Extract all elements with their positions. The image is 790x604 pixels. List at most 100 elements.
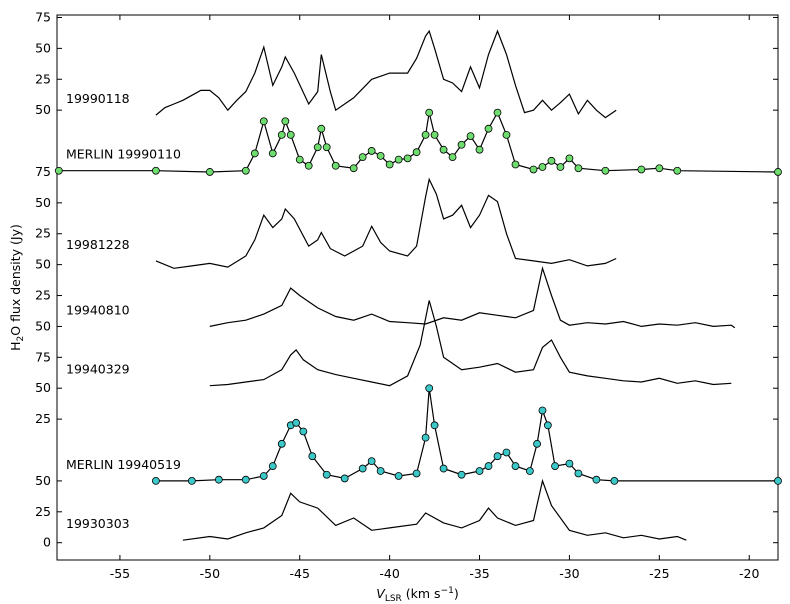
spectrum-marker xyxy=(475,467,484,475)
spectrum-marker xyxy=(592,475,601,484)
spectrum-marker xyxy=(54,166,63,175)
spectrum-marker xyxy=(533,439,541,448)
x-tick-label: -35 xyxy=(469,566,489,581)
spectrum-marker xyxy=(358,464,367,473)
spectrum-line xyxy=(155,177,617,269)
spectrum-marker xyxy=(367,147,376,155)
spectrum-marker xyxy=(205,168,214,176)
spectrum-marker xyxy=(565,154,574,163)
spectrum-marker xyxy=(376,467,385,475)
x-axis-label-part: ) xyxy=(454,586,459,601)
y-tick-label: 25 xyxy=(35,411,51,426)
spectrum-marker xyxy=(259,117,268,126)
spectrum-marker xyxy=(637,165,646,174)
spectrum-marker xyxy=(529,165,538,174)
spectrum-marker xyxy=(151,477,160,485)
y-axis-label: H2O flux density (Jy) xyxy=(8,224,26,351)
spectrum-marker xyxy=(340,474,349,483)
spectrum-marker xyxy=(277,439,286,448)
spectrum-marker xyxy=(673,166,682,175)
spectrum-marker xyxy=(322,143,331,152)
y-tick-label: 50 xyxy=(35,257,51,272)
plot-frame xyxy=(56,14,779,561)
spectrum-marker xyxy=(565,459,574,468)
x-axis-label-part: V xyxy=(376,586,386,601)
series-label: 19981228 xyxy=(66,237,130,252)
spectrum-marker xyxy=(574,164,583,173)
spectrum-line xyxy=(155,29,617,119)
spectrum-line xyxy=(58,111,779,173)
spectrum-marker xyxy=(317,124,326,133)
spectrum-marker xyxy=(466,132,475,141)
y-axis-label-part: O flux density (Jy) xyxy=(8,224,23,336)
spectrum-marker xyxy=(286,130,295,139)
series-label: 19990118 xyxy=(66,91,130,106)
spectrum-marker xyxy=(457,140,466,149)
spectrum-marker xyxy=(299,427,308,436)
spectrum-marker xyxy=(425,108,434,117)
spectrum-marker xyxy=(610,477,619,485)
spectrum-marker xyxy=(543,421,552,430)
spectrum-marker xyxy=(493,452,502,461)
spectrum-marker xyxy=(241,475,250,484)
x-axis-label-part: LSR xyxy=(385,594,402,604)
y-tick-label: 50 xyxy=(35,195,51,210)
spectrum-marker xyxy=(308,452,317,461)
y-tick-label: 50 xyxy=(35,473,51,488)
y-tick-label: 75 xyxy=(35,9,51,24)
spectrum-marker xyxy=(304,161,313,170)
x-axis-label-part: (km s xyxy=(402,586,441,601)
spectrum-marker xyxy=(502,448,511,457)
series-label: MERLIN 19940519 xyxy=(66,457,181,472)
spectrum-marker xyxy=(313,143,322,152)
spectrum-marker xyxy=(511,462,520,470)
spectrum-marker xyxy=(268,462,277,470)
spectrum-marker xyxy=(551,462,559,470)
spectrum-marker xyxy=(214,475,223,484)
y-tick-label: 50 xyxy=(35,40,51,55)
spectrum-marker xyxy=(394,472,403,480)
series-label: 19940810 xyxy=(66,302,130,317)
spectrum-marker xyxy=(556,163,565,171)
spectrum-marker xyxy=(385,160,394,169)
spectrum-marker xyxy=(151,166,160,175)
spectrum-marker xyxy=(376,151,385,160)
y-axis-label-part: H xyxy=(8,341,23,350)
spectrum-marker xyxy=(259,472,268,480)
y-tick-label: 50 xyxy=(35,102,51,117)
series-label: MERLIN 19990110 xyxy=(66,147,181,162)
x-tick-label: -45 xyxy=(290,566,310,581)
spectrum-marker xyxy=(430,130,439,139)
spectrum-marker xyxy=(601,166,610,175)
spectrum-marker xyxy=(187,477,196,485)
y-tick-label: 75 xyxy=(35,349,51,364)
spectrum-marker xyxy=(421,433,430,442)
y-tick-label: 0 xyxy=(43,535,51,550)
spectrum-line xyxy=(209,266,736,329)
spectrum-marker xyxy=(538,163,547,171)
spectrum-marker xyxy=(511,160,520,169)
spectrum-marker xyxy=(412,148,421,157)
x-tick-label: -25 xyxy=(649,566,669,581)
spectrum-marker xyxy=(281,117,290,126)
spectrum-marker xyxy=(421,130,430,139)
spectrum-marker xyxy=(502,130,511,139)
spectrum-marker xyxy=(425,384,434,393)
y-tick-label: 25 xyxy=(35,71,51,86)
x-tick-label: -30 xyxy=(559,566,579,581)
spectrum-marker xyxy=(774,168,782,176)
spectrum-marker xyxy=(367,457,376,466)
y-tick-label: 50 xyxy=(35,318,51,333)
series-label: 19940329 xyxy=(66,362,130,377)
spectrum-marker xyxy=(349,164,358,173)
spectrum-marker xyxy=(484,124,493,133)
y-axis-label-part: 2 xyxy=(16,336,26,342)
x-tick-label: -40 xyxy=(379,566,399,581)
spectrum-marker xyxy=(484,462,493,470)
spectrum-marker xyxy=(292,418,301,427)
spectrum-marker xyxy=(439,464,448,473)
spectrum-marker xyxy=(412,469,421,478)
x-tick-label: -55 xyxy=(110,566,130,581)
spectrum-marker xyxy=(358,153,367,162)
